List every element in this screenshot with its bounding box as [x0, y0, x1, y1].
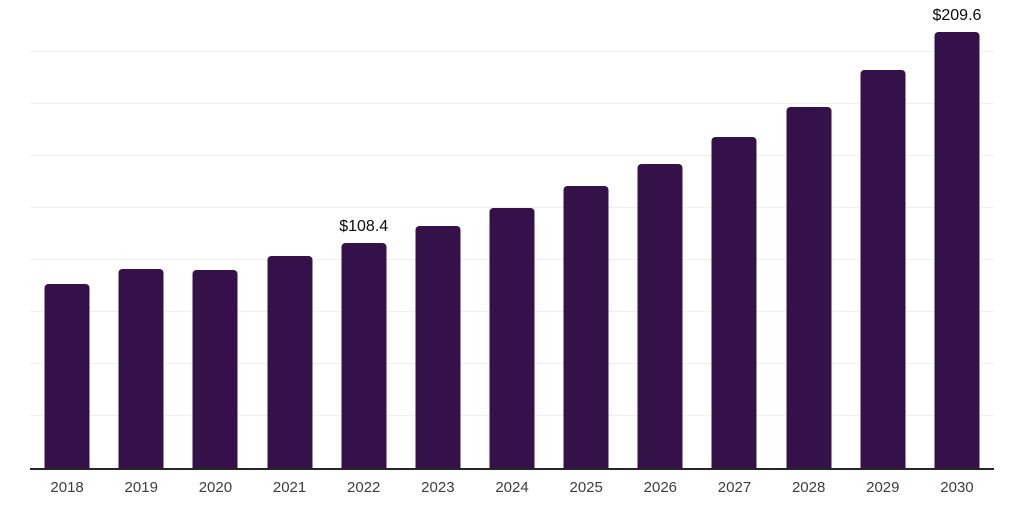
x-tick-label-2025: 2025: [569, 479, 603, 496]
bar-slot-2027: [697, 2, 771, 468]
bar-slot-2030: $209.6: [920, 2, 994, 468]
x-tick-label-2030: 2030: [940, 479, 974, 496]
gridline: [30, 103, 994, 104]
x-tick-label-2018: 2018: [50, 479, 84, 496]
bar-slot-2024: [475, 2, 549, 468]
bar-2024: [489, 208, 535, 468]
bar-2020: [192, 269, 238, 468]
bar-slot-2019: [104, 2, 178, 468]
bar-2025: [563, 186, 609, 468]
bar-2018: [44, 283, 90, 468]
bar-2029: [860, 70, 906, 468]
x-tick-label-2027: 2027: [717, 479, 752, 496]
x-tick-label-2022: 2022: [347, 479, 381, 496]
x-tick-label-2024: 2024: [495, 479, 529, 496]
x-tick-label-2026: 2026: [643, 479, 678, 496]
bar-slot-2025: [549, 2, 623, 468]
bar-2028: [786, 107, 832, 468]
bar-slot-2022: $108.4: [327, 2, 401, 468]
gridline: [30, 207, 994, 208]
bar-2026: [637, 163, 683, 468]
x-tick-label-2029: 2029: [866, 479, 900, 496]
bar-2030: [934, 32, 980, 468]
bar-value-label-2022: $108.4: [339, 217, 389, 235]
bar-slot-2023: [401, 2, 475, 468]
bar-slot-2028: [772, 2, 846, 468]
bar-slot-2026: [623, 2, 697, 468]
gridline: [30, 51, 994, 52]
bar-2023: [415, 225, 461, 468]
x-tick-label-2028: 2028: [791, 479, 826, 496]
bar-2021: [267, 256, 313, 468]
bar-slot-2020: [178, 2, 252, 468]
x-tick-label-2019: 2019: [124, 479, 158, 496]
plot-area: $108.4 $209.6: [30, 2, 994, 470]
bar-2027: [711, 137, 757, 468]
x-tick-label-2020: 2020: [198, 479, 233, 496]
bar-slot-2029: [846, 2, 920, 468]
x-tick-label-2023: 2023: [421, 479, 455, 496]
bar-value-label-2030: $209.6: [932, 7, 982, 25]
gridline: [30, 155, 994, 156]
x-tick-label-2021: 2021: [272, 479, 307, 496]
bar-slot-2018: [30, 2, 104, 468]
bar-2019: [118, 268, 164, 468]
bar-2022: [341, 242, 387, 468]
bar-series: $108.4 $209.6: [30, 2, 994, 468]
x-axis: 2018 2019 2020 2021 2022 2023 2024 2025 2026 2027…: [30, 479, 994, 496]
bar-slot-2021: [252, 2, 326, 468]
